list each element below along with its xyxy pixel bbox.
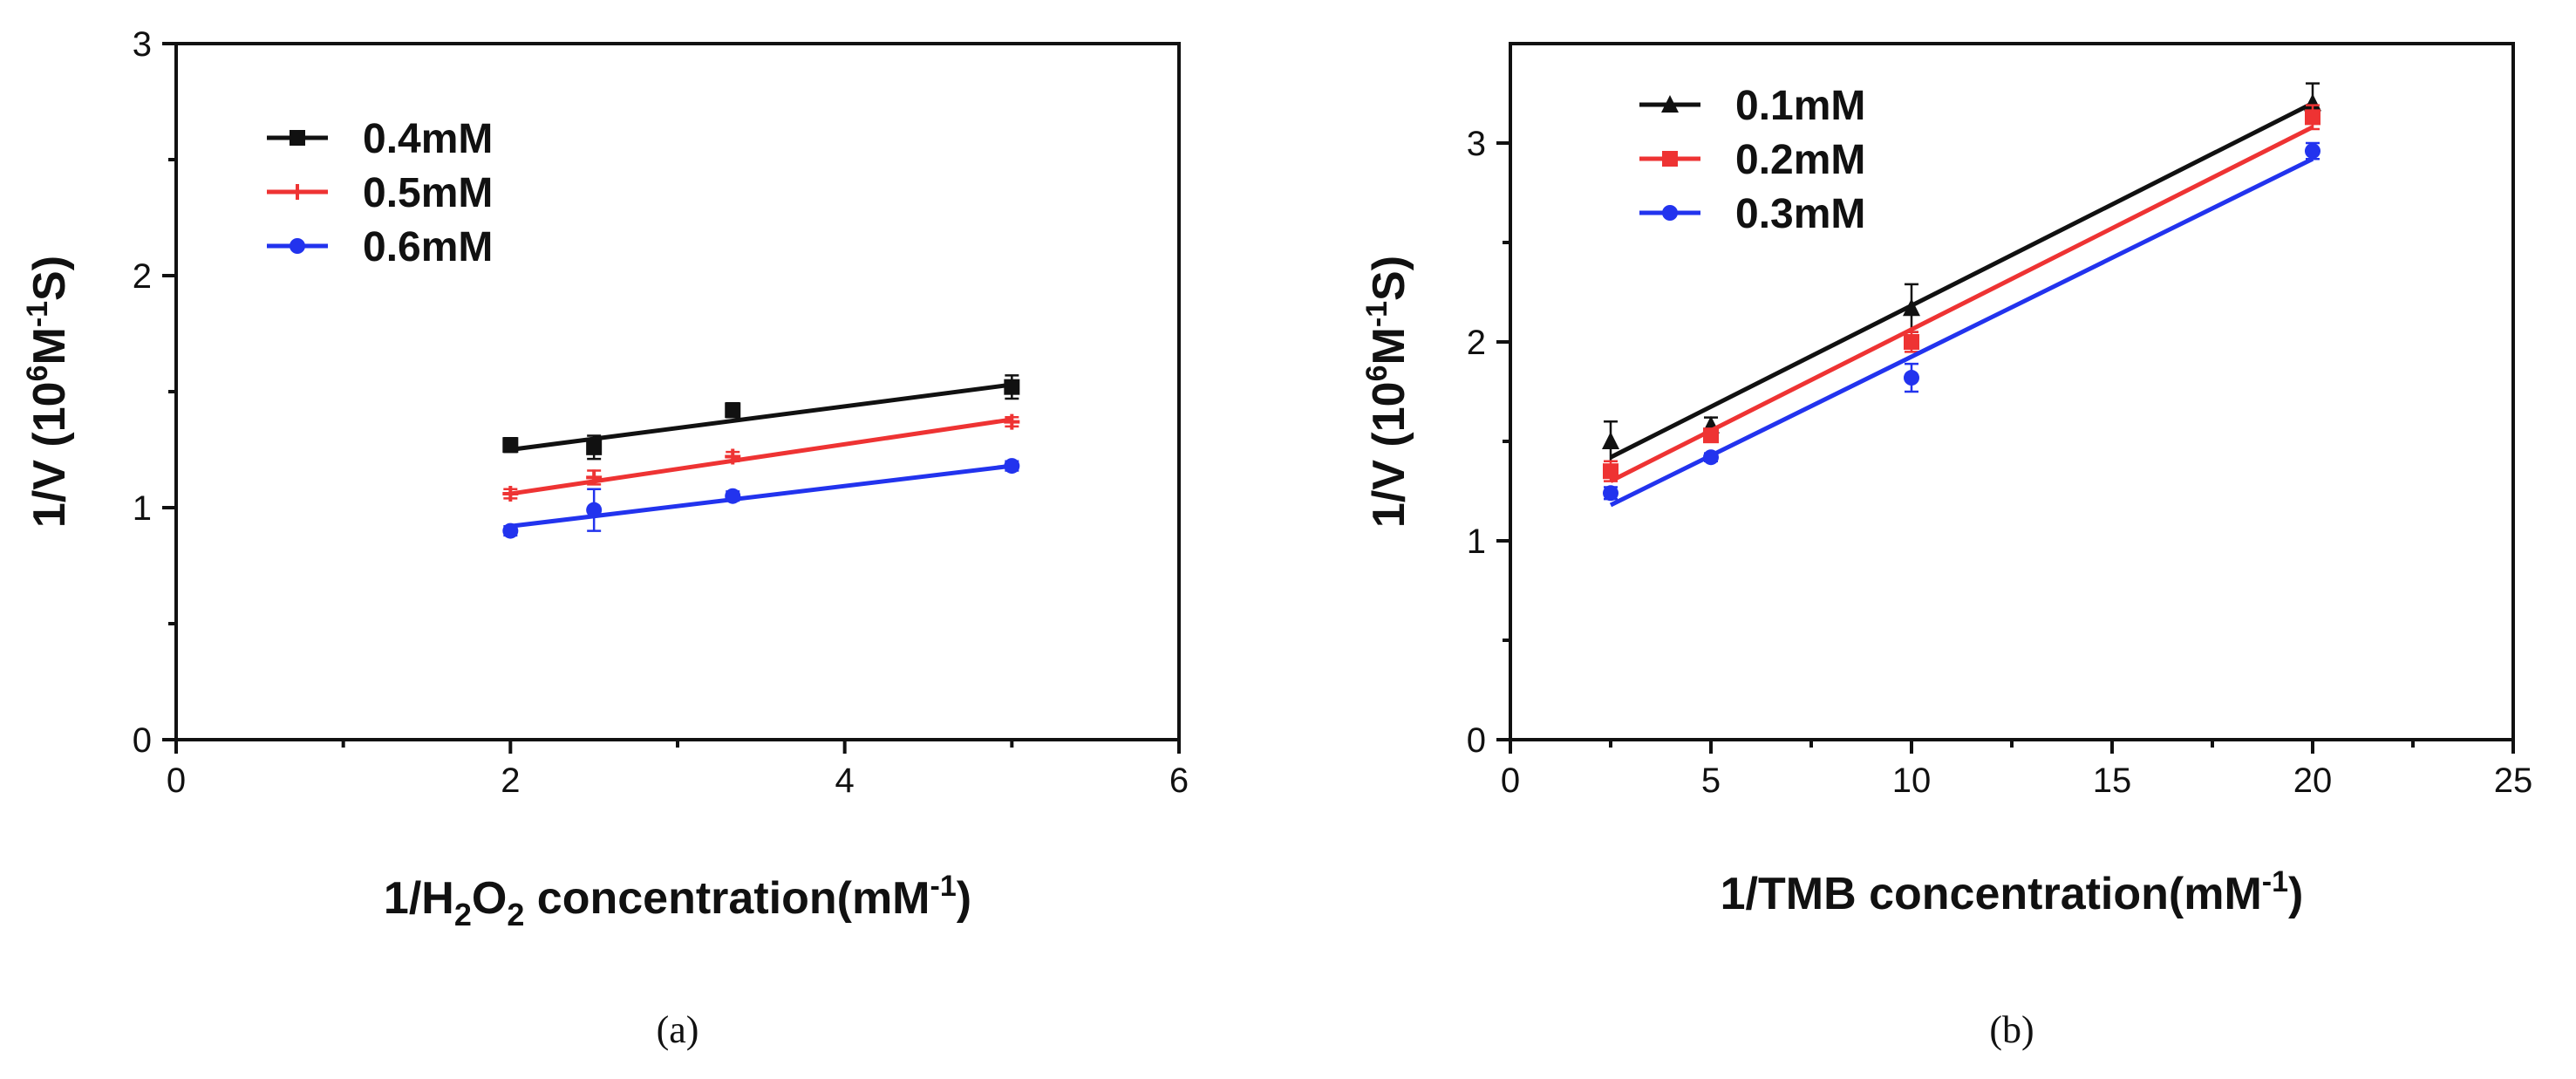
y-tick-label: 2 xyxy=(1467,324,1486,362)
x-tick-label: 0 xyxy=(167,761,186,800)
fit-line-0.1mM xyxy=(1609,101,2314,460)
data-point xyxy=(1903,298,1920,317)
data-point xyxy=(1703,427,1719,444)
fit-line-0.4mM xyxy=(510,382,1012,452)
data-point xyxy=(586,502,603,518)
caption-a: (a) xyxy=(657,1008,699,1051)
legend-label: 0.4mM xyxy=(363,116,493,162)
x-tick-label: 20 xyxy=(2293,761,2333,800)
data-point xyxy=(586,439,603,455)
data-point xyxy=(1703,449,1719,466)
plot-frame-a xyxy=(174,42,1181,741)
x-tick-label: 0 xyxy=(1501,761,1520,800)
caption-b: (b) xyxy=(1989,1008,2034,1051)
legend-label: 0.2mM xyxy=(1735,137,1865,183)
y-tick-label: 0 xyxy=(133,721,152,760)
data-point xyxy=(725,448,741,465)
y-tick-label: 3 xyxy=(133,25,152,64)
chart-panel-a: 0 2 4 6 0 1 2 3 0.4mM 0.5mM 0.6mM 1/V (106M-1S) 1… xyxy=(21,25,1189,1051)
legend-label: 0.3mM xyxy=(1735,191,1865,237)
legend-label: 0.1mM xyxy=(1735,83,1865,129)
series-b xyxy=(1602,82,2321,508)
y-axis-label-a: 1/V (106M-1S) xyxy=(21,256,75,528)
y-tick-label: 1 xyxy=(1467,522,1486,561)
legend-marker xyxy=(290,184,305,200)
fit-line-0.5mM xyxy=(509,417,1012,496)
y-tick-label: 1 xyxy=(133,489,152,528)
y-tick-label: 2 xyxy=(133,257,152,296)
chart-panel-b: 0 5 10 15 20 25 0 1 2 3 0.1mM 0.2mM 0.3mM 1/V (106M… xyxy=(1360,42,2533,1051)
data-point xyxy=(1602,432,1619,449)
x-tick-label: 25 xyxy=(2494,761,2533,800)
x-tick-label: 15 xyxy=(2093,761,2132,800)
data-point xyxy=(502,522,519,539)
data-point xyxy=(725,488,741,504)
data-point xyxy=(502,486,519,502)
legend-label: 0.6mM xyxy=(363,224,493,270)
x-tick-label: 4 xyxy=(835,761,855,800)
y-tick-label: 0 xyxy=(1467,721,1486,760)
data-point xyxy=(725,402,741,419)
legend-marker xyxy=(290,130,305,146)
x-axis-label-a: 1/H2O2 concentration(mM-1) xyxy=(384,870,971,932)
data-point xyxy=(586,469,603,486)
x-tick-label: 2 xyxy=(501,761,520,800)
x-axis-label-b: 1/TMB concentration(mM-1) xyxy=(1721,865,2304,919)
x-tick-label: 10 xyxy=(1892,761,1932,800)
legend-b: 0.1mM 0.2mM 0.3mM xyxy=(1639,83,1865,237)
data-point xyxy=(1904,370,1919,386)
data-point xyxy=(2305,143,2320,160)
data-point xyxy=(1004,379,1020,395)
data-point xyxy=(1603,463,1619,480)
fit-line-0.6mM xyxy=(510,463,1012,529)
y-tick-label: 3 xyxy=(1467,125,1486,163)
fit-line-0.2mM xyxy=(1609,125,2314,483)
ticks-b: 0 5 10 15 20 25 0 1 2 3 xyxy=(1467,125,2533,800)
legend-marker xyxy=(1662,205,1678,221)
ticks-a: 0 2 4 6 0 1 2 3 xyxy=(133,25,1189,800)
legend-marker xyxy=(1662,151,1678,167)
data-point xyxy=(1904,334,1919,350)
x-tick-label: 6 xyxy=(1169,761,1189,800)
data-point xyxy=(2304,93,2321,112)
data-point xyxy=(1004,458,1020,475)
legend-marker xyxy=(1661,95,1679,113)
legend-label: 0.5mM xyxy=(363,170,493,216)
data-point xyxy=(2305,109,2320,126)
fit-line-0.3mM xyxy=(1609,156,2314,508)
legend-marker xyxy=(290,238,305,254)
x-tick-label: 5 xyxy=(1701,761,1721,800)
series-a xyxy=(502,374,1020,539)
legend-a: 0.4mM 0.5mM 0.6mM xyxy=(267,116,493,270)
data-point xyxy=(502,437,519,454)
data-point xyxy=(1603,485,1619,502)
data-point xyxy=(1004,413,1020,430)
plot-frame-b xyxy=(1509,42,2515,741)
y-axis-label-b: 1/V (106M-1S) xyxy=(1360,256,1414,528)
